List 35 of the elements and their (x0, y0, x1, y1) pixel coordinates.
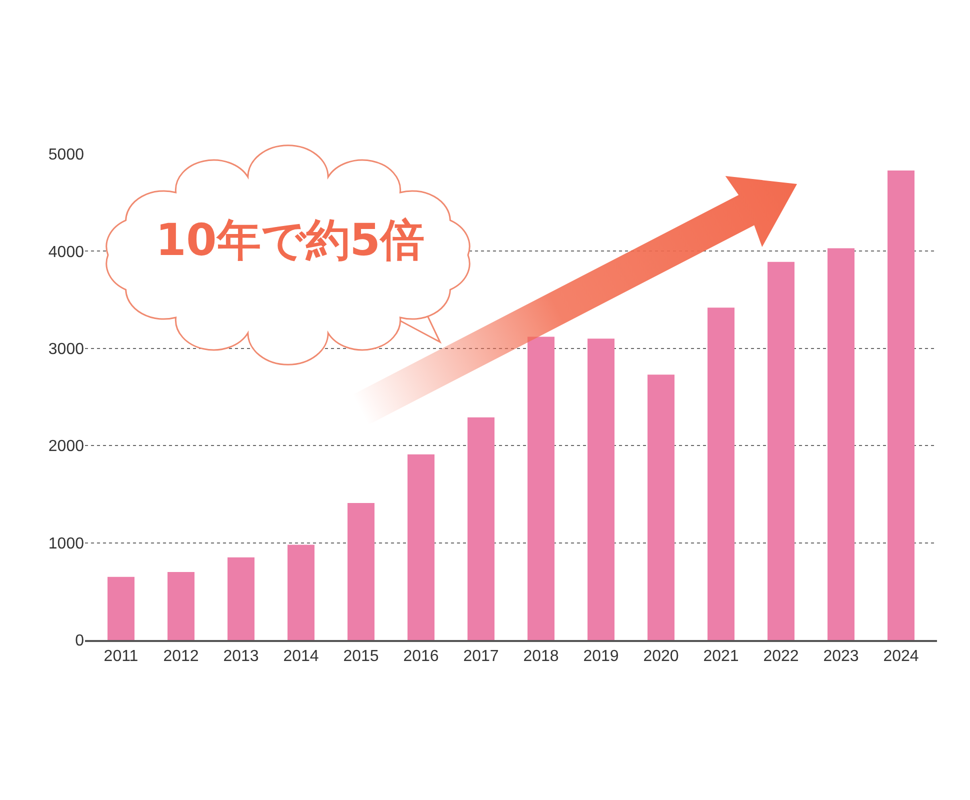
x-tick-label: 2011 (104, 648, 138, 665)
x-tick-label: 2023 (823, 648, 859, 665)
x-tick-label: 2016 (403, 648, 439, 665)
x-tick-label: 2019 (583, 648, 619, 665)
x-tick-label: 2012 (163, 648, 199, 665)
annotation: 10年で約5倍 (154, 215, 426, 268)
bar (168, 572, 194, 640)
y-tick-label: 3000 (48, 341, 84, 358)
x-tick-label: 2020 (643, 648, 679, 665)
x-tick-label: 2014 (283, 648, 319, 665)
x-tick-label: 2013 (223, 648, 259, 665)
x-tick-label: 2015 (343, 648, 379, 665)
y-tick-label: 4000 (48, 244, 84, 261)
y-tick-label: 0 (75, 632, 84, 650)
bar (828, 248, 854, 640)
bar (468, 417, 494, 640)
y-tick-label: 1000 (48, 535, 84, 552)
bar (588, 338, 614, 640)
bar (528, 336, 554, 640)
bar (648, 374, 674, 640)
y-tick-label: 5000 (48, 146, 84, 164)
bar (408, 454, 434, 640)
x-tick-label: 2018 (523, 648, 559, 665)
x-tick-label: 2017 (463, 648, 499, 665)
x-tick-label: 2022 (763, 648, 799, 665)
x-tick-label: 2024 (883, 648, 919, 665)
bar (108, 576, 134, 640)
y-tick-label: 2000 (48, 438, 84, 456)
bar (228, 557, 254, 640)
bar (768, 262, 794, 640)
bar (888, 170, 914, 640)
x-tick-label: 2021 (703, 648, 739, 665)
bar (708, 308, 734, 640)
bar (348, 502, 374, 640)
bar (288, 544, 314, 640)
